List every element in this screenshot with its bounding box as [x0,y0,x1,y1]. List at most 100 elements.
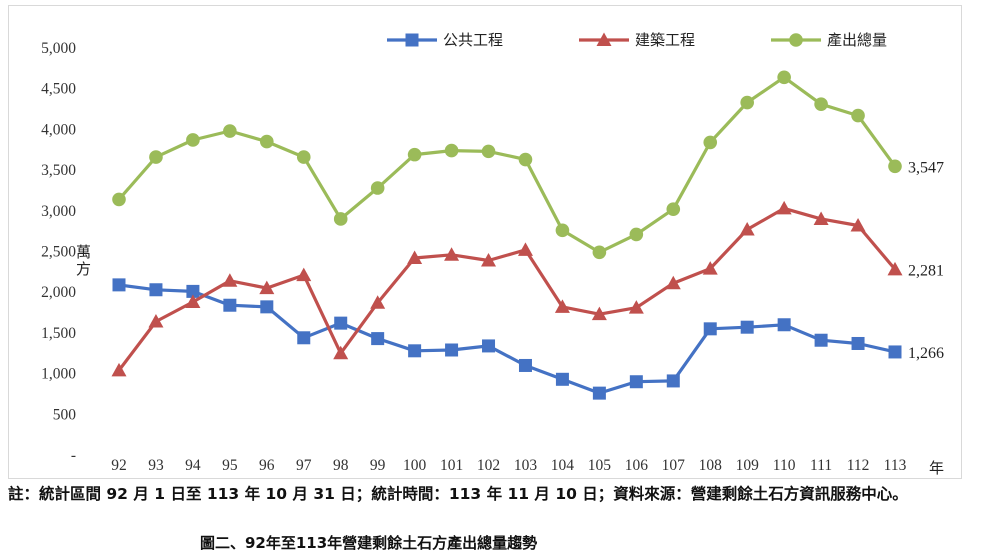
data-point [777,318,791,332]
data-point [334,316,348,330]
x-tick-label: 94 [185,457,201,474]
data-point [371,332,385,346]
data-point [702,261,718,275]
y-tick-label: 5,000 [41,40,76,57]
x-axis-unit-label: 年 [929,459,944,477]
data-point [740,320,754,334]
data-point [223,298,237,312]
data-point [592,386,606,400]
series-layer: 1,266 2,281 3,547 [111,70,944,400]
data-point [554,299,570,313]
data-point [851,108,865,123]
data-point [776,200,792,215]
data-point [887,261,903,276]
end-data-label: 2,281 [908,262,944,279]
data-point [260,300,274,314]
data-point [517,242,533,256]
data-point [444,143,459,158]
end-data-label: 1,266 [908,345,944,362]
legend: 公共工程 建築工程 產出總量 [387,31,887,49]
x-tick-label: 95 [222,457,238,474]
data-point [149,283,163,297]
data-point [629,375,643,389]
data-point [813,211,829,225]
data-point [370,181,385,195]
x-tick-label: 110 [773,457,796,474]
x-tick-label: 101 [440,457,463,474]
data-point [407,147,422,162]
x-tick-label: 103 [514,457,538,474]
data-point [777,70,791,85]
x-tick-label: 106 [625,457,649,474]
x-tick-label: 99 [370,457,386,474]
data-point [407,250,423,265]
y-tick-label: 4,500 [41,81,76,98]
x-tick-label: 108 [699,457,723,474]
y-axis: - 500 1,000 1,500 2,000 2,500 3,000 3,500 4,000 4… [41,40,76,464]
data-point [740,95,754,110]
data-point [223,124,237,138]
data-point [629,227,644,242]
x-tick-label: 109 [736,457,760,474]
chart-footnote: 註：統計區間 92 月 1 日至 113 年 10 月 31 日；統計時間：11… [8,485,908,503]
x-tick-label: 104 [551,457,575,474]
data-point [666,374,680,388]
legend-label: 產出總量 [827,31,887,49]
data-point [333,345,349,360]
x-tick-label: 113 [884,457,907,474]
chart-frame: - 500 1,000 1,500 2,000 2,500 3,000 3,500 4,000 4… [8,5,962,479]
y-axis-unit-label: 萬方 [74,244,92,278]
data-point [666,202,681,216]
y-tick-label: 1,000 [41,366,76,383]
legend-label: 建築工程 [635,31,695,49]
data-point [296,267,312,282]
x-tick-label: 93 [148,457,164,474]
legend-label: 公共工程 [443,31,503,49]
line-chart: - 500 1,000 1,500 2,000 2,500 3,000 3,500 4,000 4… [41,31,944,477]
data-point [297,331,311,345]
data-point [888,159,902,174]
x-tick-label: 105 [588,457,612,474]
data-point [408,344,422,358]
data-point [703,135,718,150]
y-tick-label: 3,500 [41,162,76,179]
data-point [888,345,902,359]
data-point [739,222,755,236]
x-axis: 92 93 94 95 96 97 98 99 100 101 102 103 104 105 106 107… [111,457,906,474]
x-tick-label: 112 [847,457,870,474]
data-point [628,300,644,314]
series-line [117,283,897,395]
data-point [591,306,607,321]
data-point [148,314,164,328]
data-point [851,336,865,350]
data-point [445,343,459,357]
series-line [117,75,897,254]
y-tick-label: 2,500 [41,244,76,261]
figure-caption: 圖二、92年至113年營建剩餘土石方產出總量趨勢 [200,534,538,552]
data-point [481,252,497,267]
x-tick-label: 111 [810,457,832,474]
x-tick-label: 107 [662,457,686,474]
data-point [149,150,163,164]
legend-marker [596,32,612,46]
data-point [444,247,460,261]
data-point [518,152,533,167]
legend-marker [789,33,803,47]
data-point [112,278,126,292]
data-point [186,284,200,298]
data-point [555,223,570,238]
data-point [259,280,275,295]
data-point [814,333,828,347]
data-point [185,294,201,308]
legend-marker [405,33,419,47]
data-point [665,275,681,290]
y-tick-label: - [71,447,76,464]
data-point [850,217,866,232]
y-tick-label: 1,500 [41,325,76,342]
data-point [370,295,386,309]
data-point [296,150,311,164]
data-point [186,133,200,147]
x-tick-label: 97 [296,457,312,474]
x-tick-label: 92 [111,457,127,474]
x-tick-label: 102 [477,457,500,474]
